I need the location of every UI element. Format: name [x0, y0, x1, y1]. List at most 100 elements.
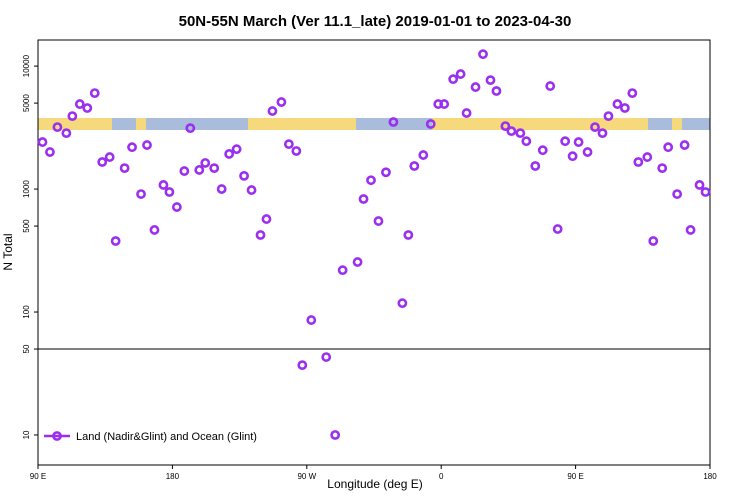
point: [530, 161, 541, 171]
point: [330, 430, 341, 440]
point: [194, 165, 205, 175]
point: [409, 161, 420, 171]
point: [552, 224, 563, 234]
point: [352, 257, 363, 267]
point: [104, 152, 115, 162]
point: [82, 103, 93, 113]
y-axis-label: N Total: [1, 233, 15, 270]
point: [209, 163, 220, 174]
point: [455, 69, 466, 79]
point: [418, 150, 429, 160]
point: [255, 230, 266, 240]
point: [515, 128, 526, 139]
point: [627, 88, 638, 99]
point: [216, 184, 227, 194]
point: [97, 157, 108, 167]
point: [67, 111, 78, 122]
y-tick-label: 5000: [22, 94, 31, 112]
point: [567, 151, 578, 162]
point: [448, 74, 459, 85]
point: [403, 230, 414, 240]
point: [358, 194, 369, 204]
point: [158, 180, 169, 190]
land-ocean-band: [38, 118, 710, 130]
point: [648, 236, 659, 246]
point: [45, 147, 55, 157]
point: [110, 236, 121, 246]
point: [478, 49, 488, 60]
point: [61, 128, 72, 139]
x-axis-label: Longitude (deg E): [327, 477, 422, 491]
point: [560, 136, 571, 147]
point: [573, 137, 584, 147]
x-tick-label: 90 W: [297, 472, 316, 481]
point: [224, 149, 235, 159]
point: [506, 126, 517, 137]
land-band: [38, 118, 112, 130]
point: [388, 117, 399, 127]
point: [119, 163, 130, 174]
point: [261, 214, 272, 224]
point: [537, 145, 548, 156]
point: [657, 163, 668, 174]
point: [171, 202, 182, 212]
y-tick-label: 10000: [22, 54, 31, 77]
point: [136, 189, 146, 199]
point: [291, 146, 302, 156]
point: [603, 111, 614, 122]
point: [366, 175, 376, 186]
point: [89, 88, 100, 99]
point: [381, 167, 391, 178]
y-tick-label: 50: [22, 344, 31, 353]
point: [685, 225, 696, 235]
point: [597, 128, 608, 139]
point: [633, 157, 644, 167]
point: [619, 103, 630, 113]
x-tick-label: 180: [166, 472, 180, 481]
point: [149, 225, 160, 235]
point: [74, 99, 85, 109]
point: [672, 189, 683, 199]
point: [461, 108, 472, 118]
point: [297, 360, 308, 371]
point: [425, 119, 436, 129]
x-tick-label: 90 E: [567, 472, 583, 481]
x-tick-label: 0: [439, 472, 444, 481]
point: [127, 142, 137, 153]
point: [612, 99, 623, 109]
point: [267, 106, 278, 116]
point: [590, 122, 600, 133]
point: [200, 158, 211, 168]
point: [239, 170, 249, 181]
point: [491, 86, 502, 96]
point: [231, 144, 242, 155]
plot-frame: [37, 39, 711, 466]
point: [306, 315, 317, 325]
point: [321, 352, 332, 362]
point: [470, 82, 481, 92]
point: [485, 75, 496, 86]
y-tick-label: 100: [22, 305, 31, 319]
point: [582, 147, 593, 157]
y-tick-label: 10: [22, 430, 31, 439]
x-tick-label: 180: [703, 472, 717, 481]
land-band: [672, 118, 682, 130]
point: [283, 139, 294, 150]
point: [500, 121, 511, 132]
point: [246, 185, 257, 195]
point: [694, 180, 705, 190]
point: [276, 97, 287, 107]
point: [397, 298, 408, 309]
point: [663, 142, 674, 153]
point: [185, 123, 196, 134]
point: [545, 81, 556, 91]
land-band: [432, 118, 648, 130]
x-tick-label: 90 E: [30, 472, 46, 481]
point: [164, 187, 175, 197]
point: [642, 152, 653, 162]
legend-marker: [52, 431, 62, 441]
point: [700, 187, 711, 197]
point: [142, 140, 152, 150]
point: [337, 265, 348, 276]
